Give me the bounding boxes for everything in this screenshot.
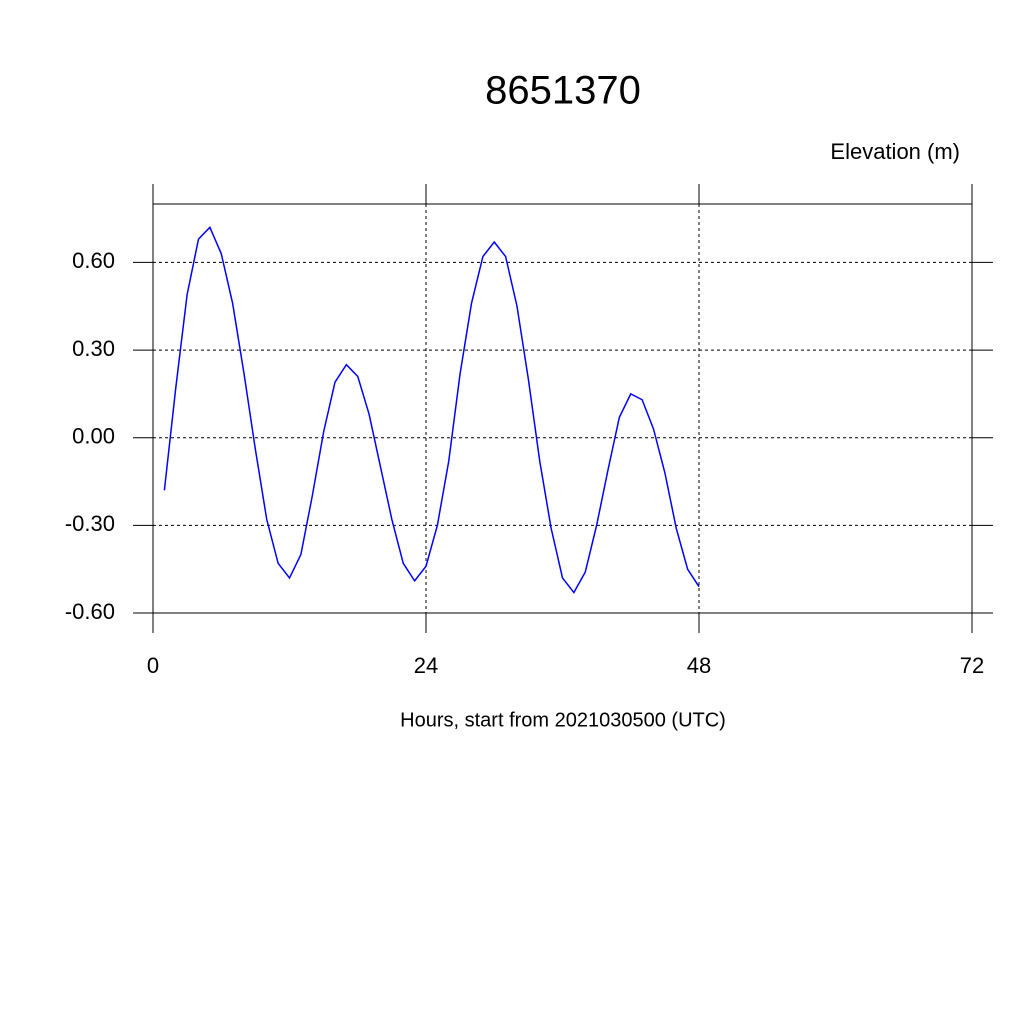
x-tick-label: 24 bbox=[414, 653, 438, 678]
y-tick-label: 0.30 bbox=[72, 336, 115, 361]
chart-title: 8651370 bbox=[485, 69, 641, 113]
y-tick-label: 0.00 bbox=[72, 424, 115, 449]
x-tick-label: 0 bbox=[147, 653, 159, 678]
y-tick-label: 0.60 bbox=[72, 248, 115, 273]
x-tick-label: 48 bbox=[687, 653, 711, 678]
y-tick-label: -0.30 bbox=[65, 511, 115, 536]
y-axis-title: Elevation (m) bbox=[830, 139, 960, 164]
x-axis-title: Hours, start from 2021030500 (UTC) bbox=[400, 709, 726, 731]
y-tick-label: -0.60 bbox=[65, 599, 115, 624]
x-tick-label: 72 bbox=[960, 653, 984, 678]
data-line bbox=[163, 226, 700, 594]
